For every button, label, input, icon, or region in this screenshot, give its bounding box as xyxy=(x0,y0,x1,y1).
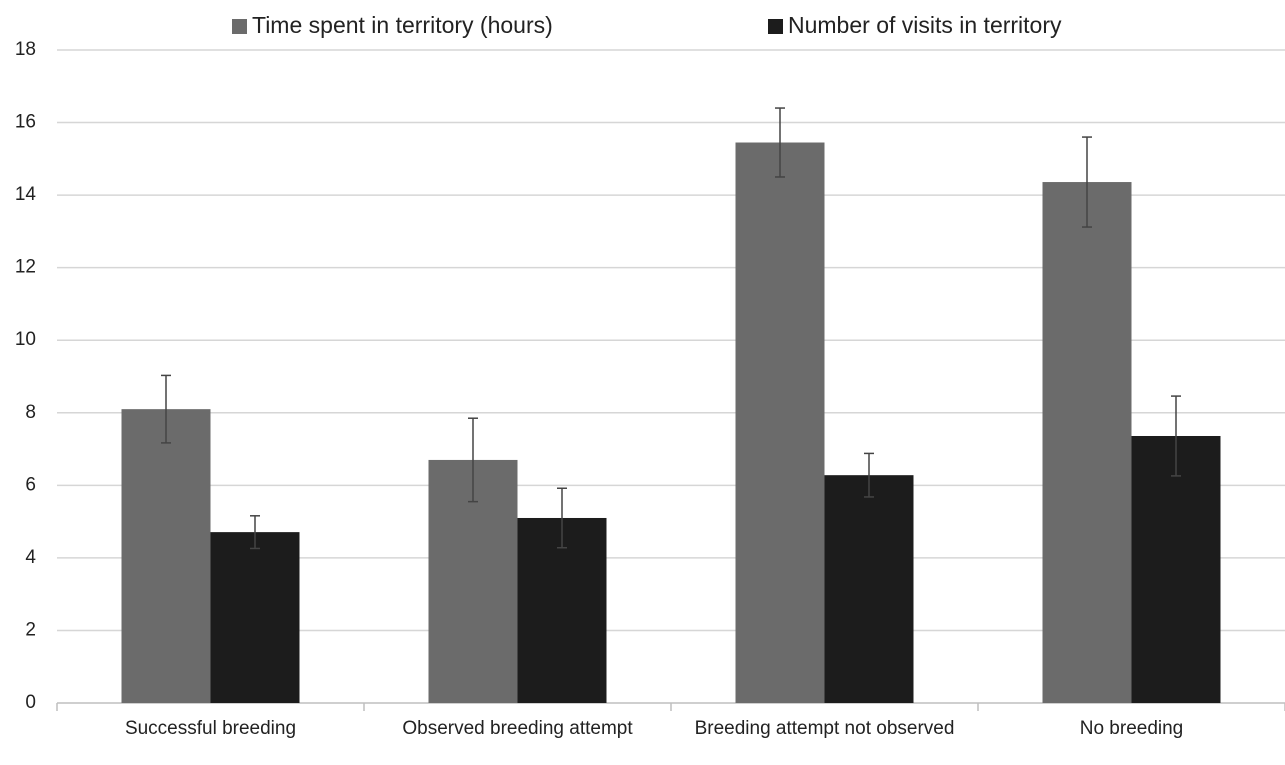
legend-label: Number of visits in territory xyxy=(788,12,1062,38)
bar xyxy=(1042,182,1132,703)
y-tick-label: 4 xyxy=(25,547,36,568)
y-tick-label: 16 xyxy=(15,112,36,133)
y-tick-label: 6 xyxy=(25,474,36,495)
bar xyxy=(121,409,211,703)
x-tick-label: No breeding xyxy=(1079,718,1184,739)
bar xyxy=(1131,435,1221,703)
y-tick-label: 12 xyxy=(15,257,36,278)
y-tick-label: 2 xyxy=(25,619,36,640)
legend-label: Time spent in territory (hours) xyxy=(252,12,553,38)
y-tick-label: 14 xyxy=(15,184,37,205)
bar xyxy=(824,475,914,703)
y-tick-label: 8 xyxy=(25,402,36,423)
bar xyxy=(517,517,607,703)
y-tick-label: 18 xyxy=(15,39,36,60)
x-tick-label: Successful breeding xyxy=(124,718,297,739)
y-tick-label: 0 xyxy=(25,692,36,713)
legend-swatch xyxy=(232,19,247,34)
bar xyxy=(735,142,825,704)
legend-swatch xyxy=(768,19,783,34)
x-tick-label: Breeding attempt not observed xyxy=(694,718,955,739)
y-tick-label: 10 xyxy=(15,329,36,350)
x-tick-label: Observed breeding attempt xyxy=(402,718,633,739)
bar xyxy=(210,532,300,703)
